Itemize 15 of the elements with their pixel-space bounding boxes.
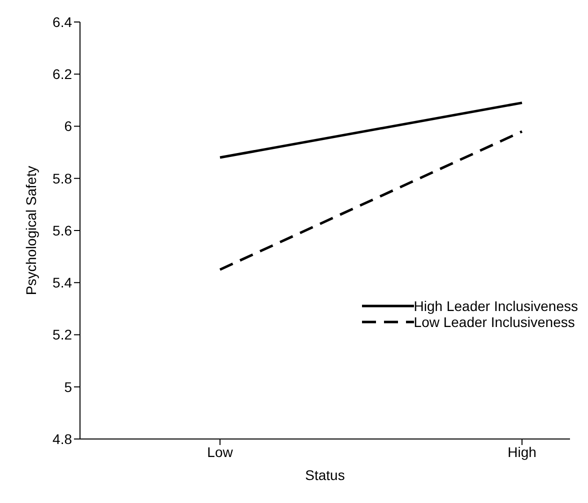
y-tick-label: 5.2: [52, 326, 72, 343]
y-tick-label: 6.4: [52, 14, 72, 30]
y-tick-label: 5.8: [52, 170, 72, 186]
x-tick-label: Low: [207, 444, 234, 460]
y-tick-label: 5.6: [52, 222, 72, 238]
y-tick-label: 5: [64, 378, 72, 395]
legend-label: Low Leader Inclusiveness: [414, 314, 575, 330]
y-tick-label: 6.2: [52, 66, 72, 82]
x-axis-title: Status: [305, 467, 345, 483]
x-tick-label: High: [508, 444, 536, 460]
legend-label: High Leader Inclusiveness: [414, 298, 578, 314]
y-tick-label: 4.8: [52, 430, 72, 447]
y-axis-title: Psychological Safety: [22, 166, 39, 296]
y-tick-label: 5.4: [52, 274, 72, 291]
y-tick-label: 6: [64, 118, 72, 134]
